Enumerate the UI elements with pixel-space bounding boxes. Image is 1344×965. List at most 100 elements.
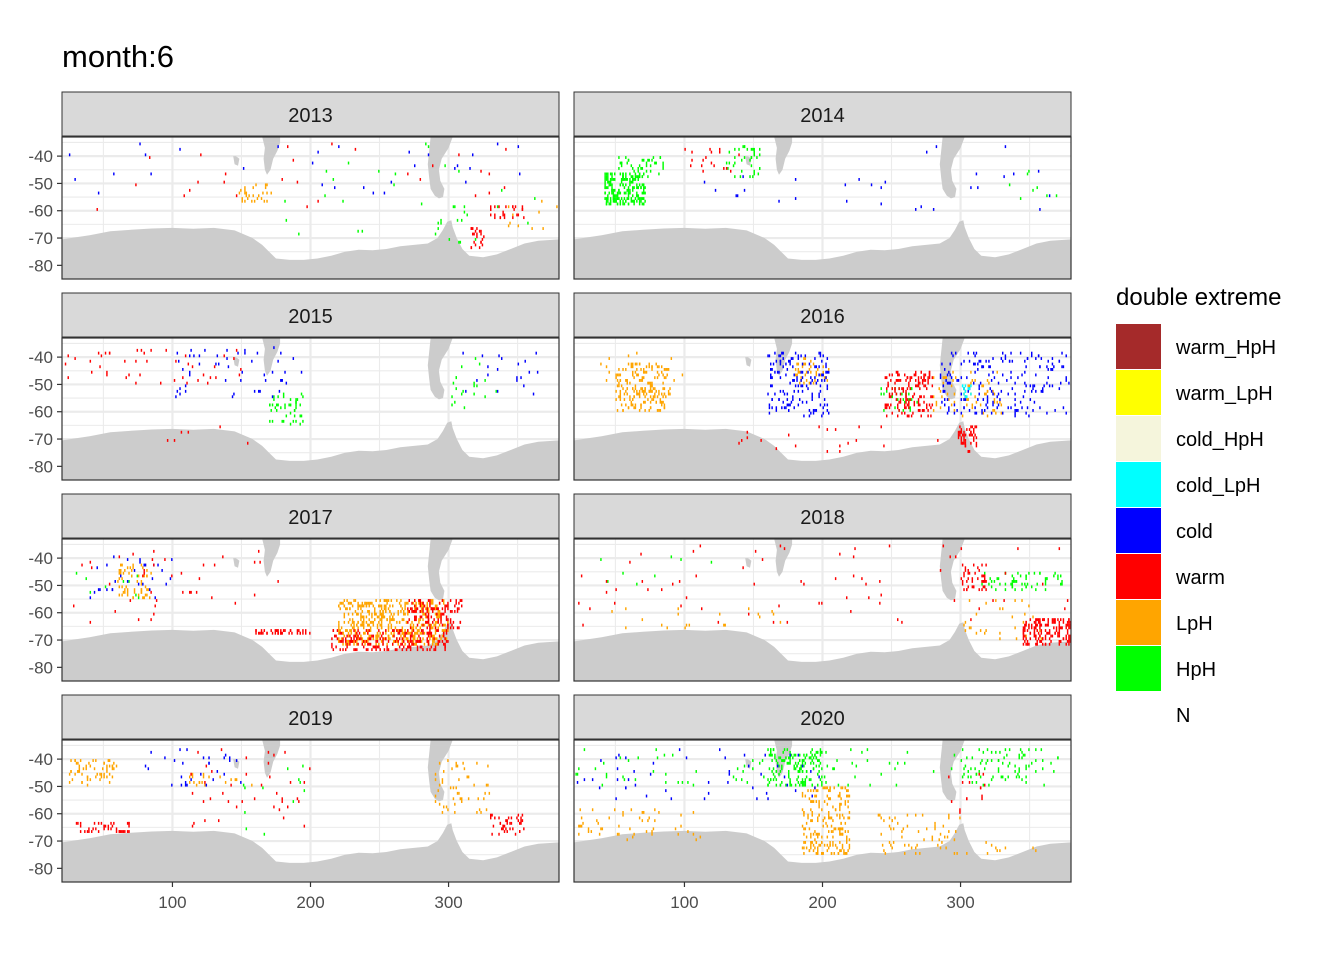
- cell-warm: [135, 359, 137, 363]
- cell-HpH: [1044, 582, 1047, 586]
- cell-warm: [902, 389, 905, 393]
- cell-warm: [503, 186, 506, 190]
- cell-HpH: [456, 218, 459, 222]
- cell-LpH: [358, 604, 361, 608]
- cell-cold: [1014, 392, 1016, 396]
- cell-warm: [883, 444, 885, 448]
- cell-warm: [118, 555, 121, 559]
- cell-LpH: [365, 604, 368, 608]
- cell-LpH: [106, 775, 108, 779]
- cell-HpH: [759, 761, 761, 765]
- cell-LpH: [938, 387, 940, 391]
- cell-warm: [375, 640, 377, 643]
- cell-warm: [135, 183, 137, 187]
- cell-cold: [977, 398, 979, 401]
- cell-HpH: [782, 759, 784, 762]
- legend-label: warm_HpH: [1175, 337, 1276, 359]
- cell-LpH: [844, 786, 847, 790]
- cell-warm: [973, 428, 975, 431]
- cell-HpH: [732, 775, 735, 779]
- cell-HpH: [619, 202, 622, 206]
- cell-LpH: [841, 786, 844, 790]
- cell-warm: [411, 640, 413, 643]
- cell-cold: [789, 362, 791, 366]
- cell-warm: [924, 373, 927, 377]
- cell-HpH: [300, 392, 303, 396]
- cell-cold: [208, 761, 210, 765]
- cell-LpH: [634, 403, 637, 407]
- cell-LpH: [364, 642, 366, 646]
- cell-LpH: [651, 832, 653, 836]
- cell-HpH: [605, 772, 608, 776]
- cell-HpH: [425, 142, 427, 146]
- cell-warm: [382, 640, 384, 643]
- cell-LpH: [666, 626, 668, 630]
- cell-cold: [707, 781, 710, 784]
- cell-warm: [165, 348, 167, 352]
- cell-cold: [826, 409, 829, 412]
- cell-HpH: [622, 202, 624, 206]
- cell-warm: [970, 441, 972, 445]
- y-tick-label: -50: [28, 576, 53, 595]
- cell-warm: [861, 577, 863, 581]
- cell-warm: [142, 574, 144, 578]
- cell-warm: [1047, 623, 1049, 627]
- panel-border: [573, 538, 1072, 682]
- cell-LpH: [812, 789, 815, 793]
- cell-LpH: [794, 368, 797, 371]
- cell-LpH: [844, 830, 847, 833]
- cell-warm: [271, 631, 274, 635]
- cell-HpH: [633, 178, 635, 181]
- cell-cold: [427, 153, 430, 157]
- cell-LpH: [368, 618, 370, 622]
- cell-LpH: [641, 387, 644, 391]
- cell-warm: [396, 637, 398, 641]
- cell-LpH: [803, 811, 805, 814]
- cell-warm: [975, 425, 978, 429]
- cell-warm: [909, 398, 911, 401]
- cell-HpH: [1024, 753, 1026, 757]
- cell-HpH: [608, 202, 610, 206]
- cell-HpH: [626, 188, 628, 192]
- cell-cold: [300, 370, 303, 374]
- cell-LpH: [436, 642, 438, 646]
- cell-cold: [782, 400, 784, 404]
- cell-cold: [1047, 376, 1049, 380]
- cell-HpH: [904, 400, 906, 404]
- cell-warm: [957, 433, 960, 437]
- cell-HpH: [607, 186, 609, 190]
- cell-LpH: [810, 365, 812, 369]
- cell-LpH: [354, 599, 357, 602]
- cell-warm: [132, 552, 134, 556]
- cell-cold: [182, 761, 184, 765]
- cell-HpH: [325, 169, 328, 173]
- cell-LpH: [363, 626, 365, 630]
- cell-cold: [975, 172, 978, 176]
- cell-warm: [372, 634, 375, 638]
- y-tick-label: -60: [28, 604, 53, 623]
- cell-warm: [426, 640, 428, 643]
- cell-LpH: [932, 395, 935, 399]
- cell-cold: [770, 368, 772, 371]
- cell-LpH: [661, 392, 663, 396]
- cell-LpH: [412, 640, 415, 643]
- cell-warm: [919, 381, 921, 385]
- cell-cold: [244, 351, 246, 355]
- cell-warm: [1042, 637, 1044, 641]
- cell-warm: [154, 604, 156, 608]
- cell-LpH: [634, 387, 637, 391]
- cell-HpH: [614, 199, 616, 203]
- cell-LpH: [95, 775, 97, 779]
- cell-cold: [1011, 387, 1014, 391]
- cell-warm: [1033, 634, 1036, 638]
- cell-warm: [289, 781, 292, 784]
- cell-LpH: [376, 637, 379, 641]
- cell-HpH: [620, 164, 623, 168]
- cell-cold: [979, 381, 982, 385]
- cell-warm: [407, 645, 409, 649]
- cell-LpH: [531, 227, 533, 230]
- cell-LpH: [828, 846, 830, 850]
- cell-cold: [516, 379, 518, 382]
- cell-cold: [481, 354, 484, 358]
- cell-cold: [977, 368, 979, 371]
